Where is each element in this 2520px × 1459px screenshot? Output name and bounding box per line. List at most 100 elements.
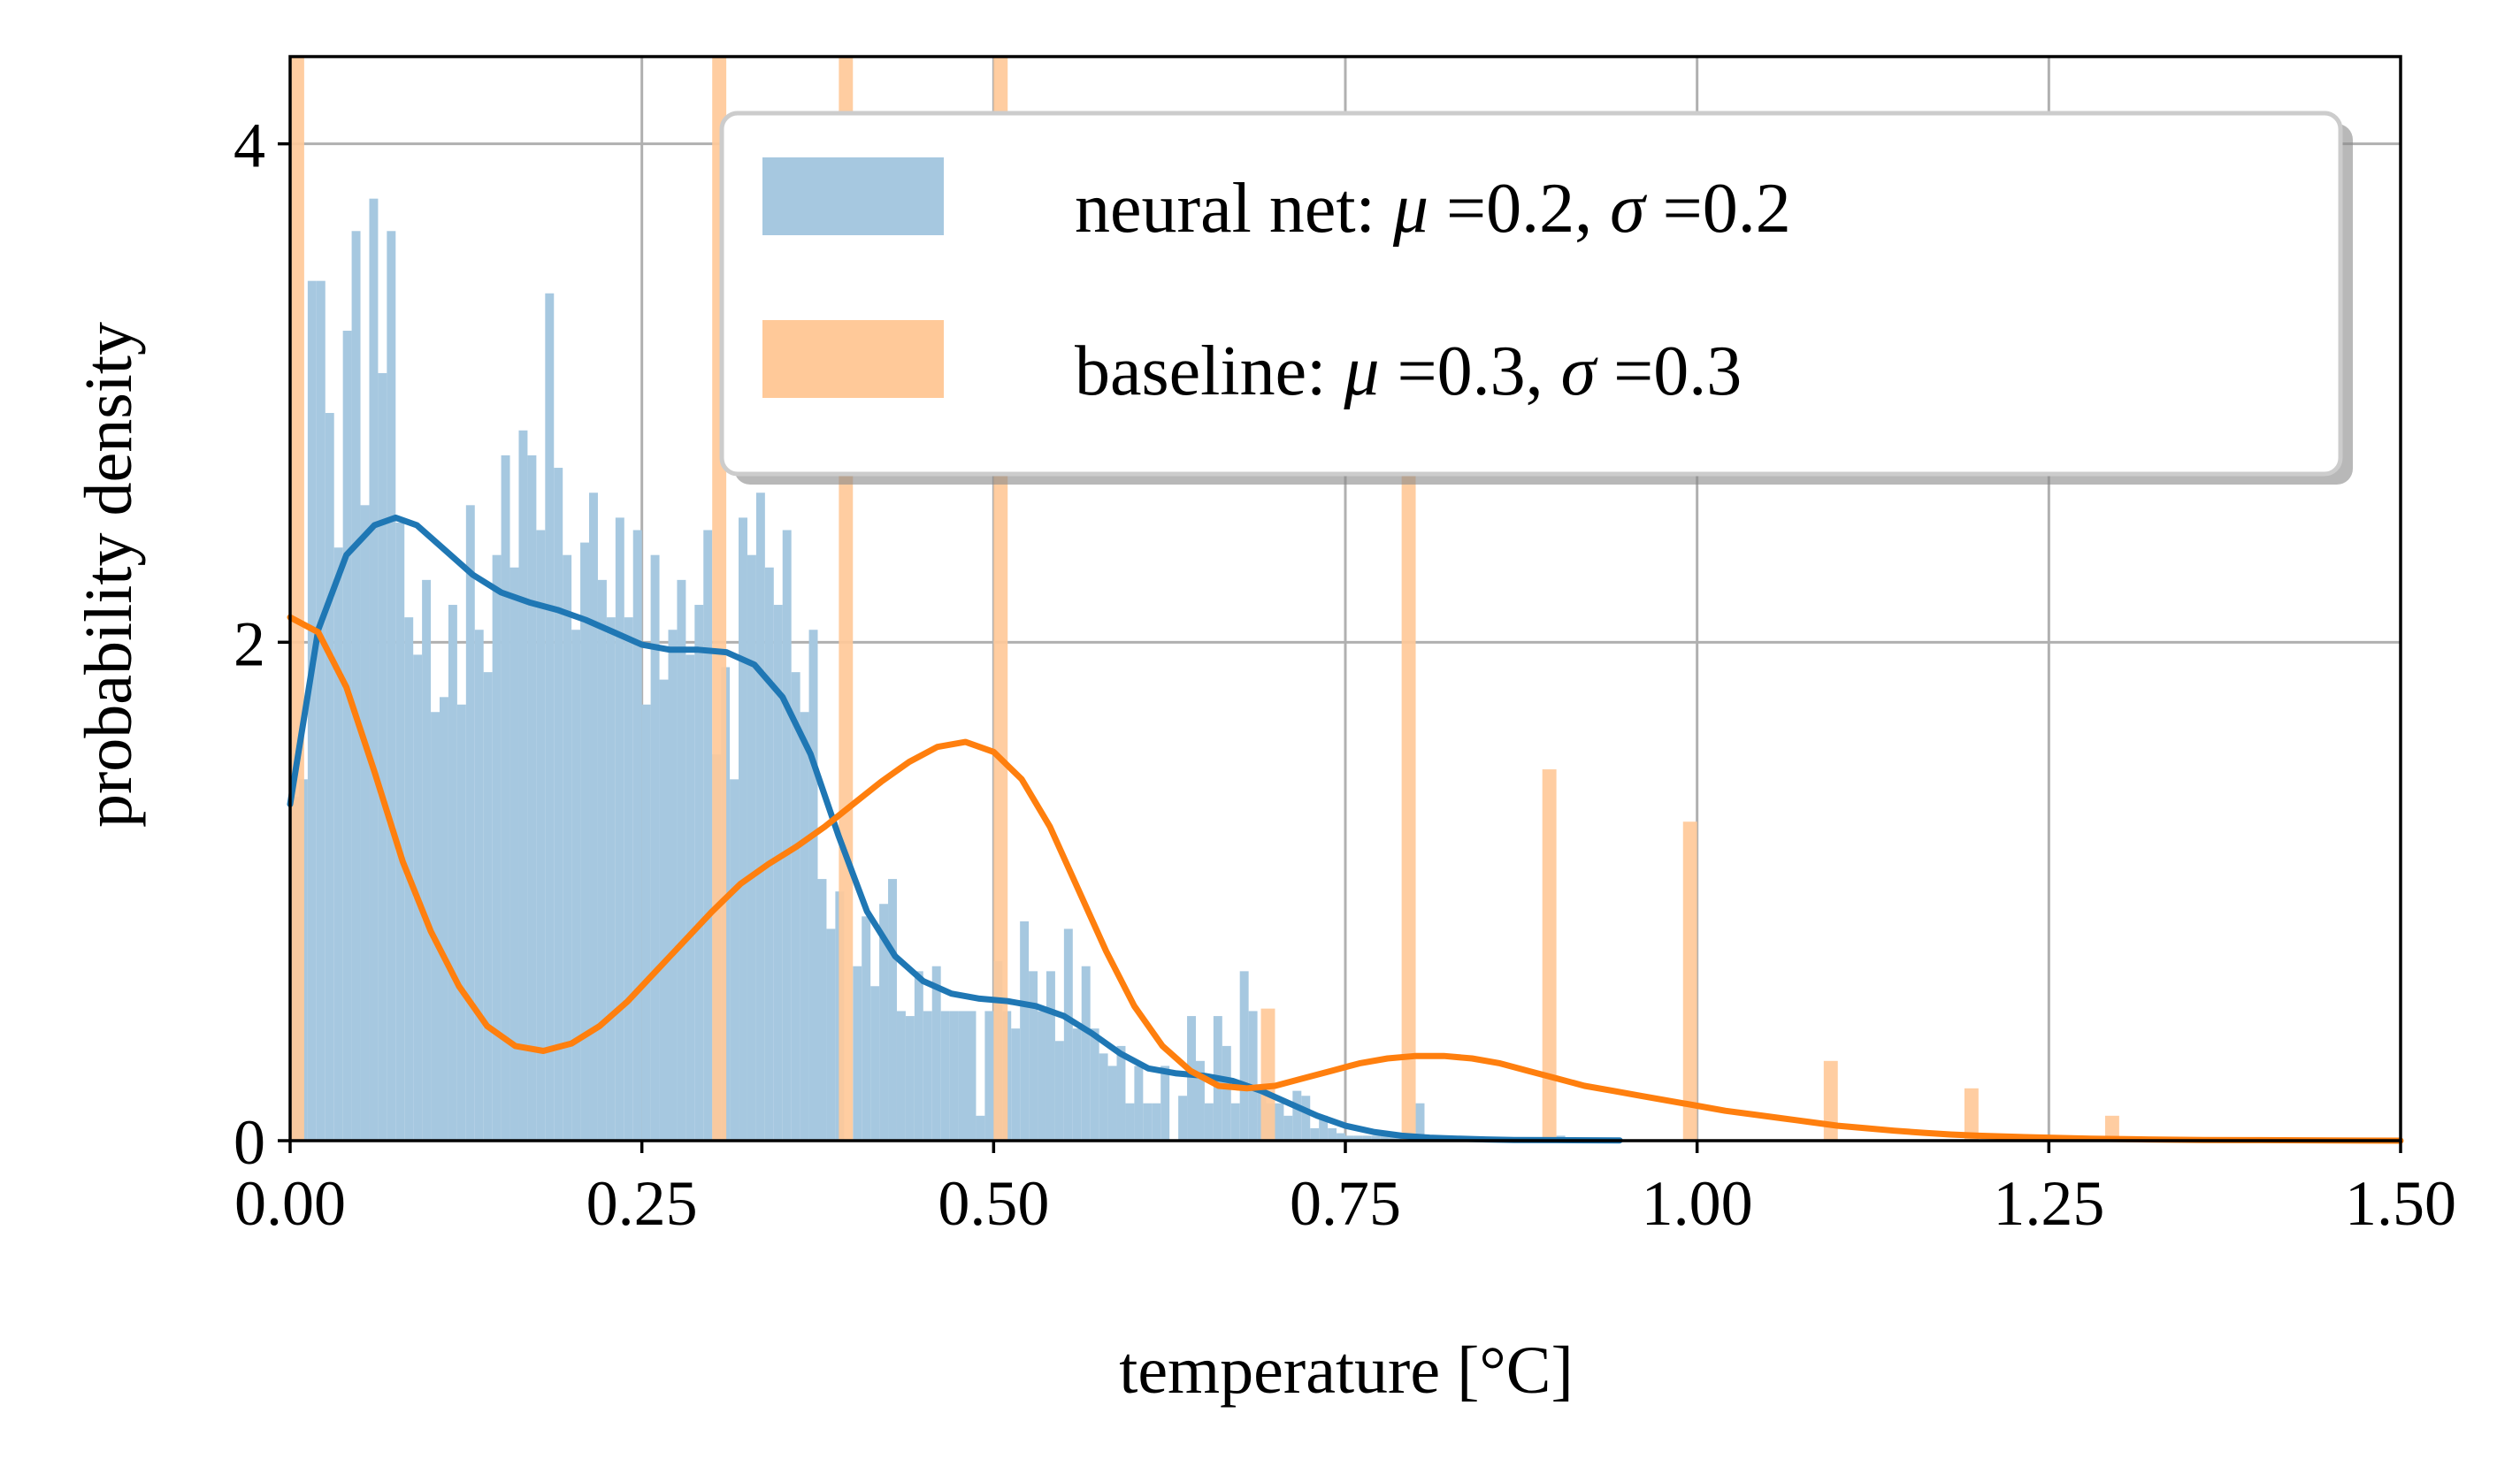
histogram-bar [958,1011,968,1141]
histogram-bar [1362,1135,1372,1141]
histogram-bar [1090,1028,1099,1141]
histogram-bar [474,630,484,1141]
histogram-bar [1081,966,1091,1141]
histogram-bar [1283,1115,1293,1141]
histogram-bar [1204,1103,1214,1141]
histogram-bar [1345,1135,1354,1141]
histogram-bar [1160,1066,1170,1141]
histogram-bar [764,567,774,1141]
histogram-bar [879,904,889,1141]
histogram-bar [888,879,897,1141]
histogram-bar [1187,1016,1196,1141]
legend-swatch-baseline [762,320,944,398]
histogram-bar [976,1115,985,1141]
histogram-bar [1107,1066,1117,1141]
histogram-bar [641,704,651,1141]
histogram-bar [333,547,343,1141]
histogram-bar [1020,920,1030,1141]
x-tick-label: 0.50 [938,1168,1049,1239]
histogram-bar [984,1011,994,1141]
histogram-bar [395,523,405,1141]
histogram-bar [755,493,765,1141]
histogram-bar [351,231,361,1141]
y-axis-label: probability density [72,322,146,828]
histogram-bar [387,231,396,1141]
histogram-bar [1072,1028,1082,1141]
histogram-neural-net [290,198,1619,1142]
histogram-bar [501,455,510,1141]
x-tick-label: 0.75 [1290,1168,1401,1239]
histogram-bar [1230,1103,1240,1141]
histogram-bar [1310,1127,1320,1141]
y-tick-label: 2 [234,608,265,679]
histogram-bar [624,617,633,1141]
histogram-bar [342,331,352,1142]
histogram-bar [632,530,642,1141]
histogram-bar [597,579,607,1141]
histogram-bar [378,372,387,1141]
histogram-bar [686,654,695,1141]
histogram-bar [369,198,379,1141]
histogram-bar [615,517,624,1141]
histogram-bar [456,704,466,1141]
legend-label-baseline: baseline: μ =0.3, σ =0.3 [1075,332,1742,410]
histogram-bar [431,712,440,1141]
histogram-bar [1222,1045,1231,1141]
legend-frame [719,111,2343,477]
histogram-bar [1682,821,1697,1141]
histogram-bar [580,542,590,1141]
histogram-bar [1292,1090,1302,1141]
histogram-bar [817,879,827,1141]
histogram-bar [316,280,326,1142]
histogram-bar [931,966,941,1141]
histogram-bar [905,1016,915,1141]
histogram-bar [773,605,783,1141]
histogram-bar [694,605,704,1141]
x-tick-label: 1.25 [1993,1168,2104,1239]
histogram-bar [791,672,800,1141]
histogram-bar [290,57,304,1141]
histogram-bar [1964,1088,1979,1141]
histogram-bar [739,517,747,1141]
histogram-bar [1029,971,1038,1141]
histogram-bar [563,554,572,1141]
histogram-bar [862,916,871,1141]
histogram-bar [677,579,686,1141]
histogram-bar [1116,1045,1126,1141]
histogram-bar [571,630,581,1141]
histogram-bar [853,966,862,1141]
histogram-bar [1239,971,1249,1141]
histogram-bar [545,293,555,1141]
x-tick-label: 0.00 [234,1168,346,1239]
histogram-bar [808,630,818,1141]
histogram-bar [492,554,502,1141]
kde-line-baseline [287,614,2404,1144]
histogram-bar [703,530,713,1141]
histogram-bar [1099,1053,1108,1141]
histogram-bar [483,672,493,1141]
axis-ticks: 0.00 0.25 0.50 0.75 1.00 1.25 1.50 0 2 4 [234,111,2456,1239]
histogram-bar [1152,1103,1161,1141]
histogram-bar [1337,1133,1345,1141]
histogram-bar [896,1011,906,1141]
histogram-bar [782,530,792,1141]
x-tick-label: 1.50 [2345,1168,2456,1239]
kde-line-neural-net [287,514,1623,1144]
histogram-bar [870,986,880,1141]
histogram-bar [1380,1135,1390,1141]
histogram-bar [1134,1066,1144,1141]
x-tick-label: 1.00 [1642,1168,1753,1239]
y-tick-label: 0 [234,1107,265,1178]
histogram-bar [1195,1060,1205,1141]
histogram-bar [1046,971,1055,1141]
legend: neural net: μ =0.2, σ =0.2 baseline: μ =… [719,111,2353,485]
histogram-bar [1125,1103,1135,1141]
histogram-bar [1319,1115,1329,1141]
histogram-bar [1248,1011,1258,1141]
histogram-bar [1401,417,1416,1142]
histogram-bar [923,1011,932,1141]
histogram-bar [448,605,457,1141]
histogram-bar [1063,928,1073,1141]
histogram-bar [747,554,756,1141]
